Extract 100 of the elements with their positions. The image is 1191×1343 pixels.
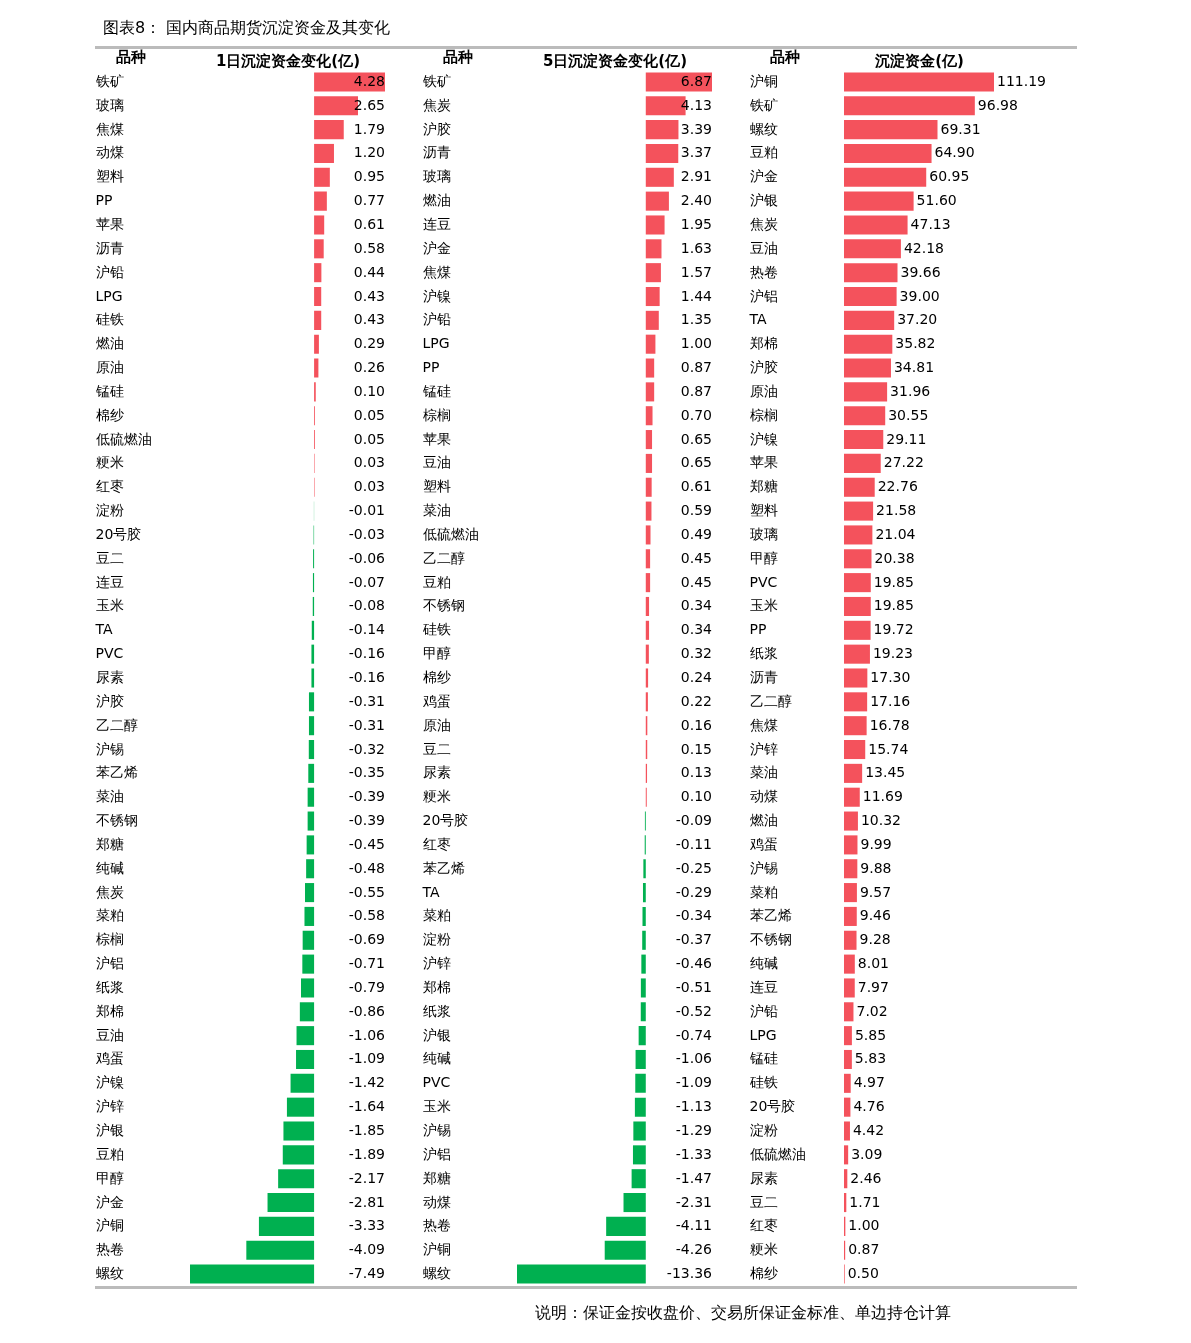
y-tick-label: 棉纱 (422, 669, 451, 685)
bar (645, 191, 669, 211)
y-tick-label: 焦煤 (422, 263, 451, 280)
y-tick-label: 菜粕 (749, 883, 778, 900)
data-label: -0.29 (675, 883, 712, 900)
data-label: 0.10 (680, 788, 712, 805)
data-label: 1.00 (848, 1217, 880, 1234)
data-label: 51.60 (916, 192, 957, 209)
y-tick-label: 不锈钢 (95, 812, 138, 829)
bar (645, 382, 655, 402)
data-label: 0.45 (680, 573, 712, 590)
bar (844, 501, 874, 521)
data-label: -1.09 (348, 1050, 385, 1067)
y-tick-label: 沪金 (749, 168, 778, 185)
data-label: 5.85 (854, 1026, 887, 1043)
y-tick-label: 豆二 (749, 1193, 778, 1210)
y-tick-label: TA (421, 883, 440, 900)
y-tick-label: LPG (95, 287, 123, 304)
y-tick-label: 甲醇 (749, 549, 778, 566)
y-tick-label: LPG (422, 335, 450, 352)
bar (645, 310, 659, 330)
data-label: -0.01 (348, 502, 385, 519)
y-tick-label: 沪锡 (749, 859, 778, 876)
y-tick-label: 玻璃 (422, 168, 451, 185)
data-label: 4.42 (852, 1122, 885, 1139)
bar (267, 1193, 315, 1213)
data-label: 0.26 (353, 359, 386, 376)
y-tick-label: 动煤 (422, 1193, 451, 1210)
y-tick-label: 塑料 (422, 478, 451, 495)
data-label: -3.33 (348, 1217, 385, 1234)
y-tick-label: 淀粉 (749, 1122, 778, 1139)
data-label: 0.87 (680, 382, 712, 399)
y-axis-title: 品种 (769, 47, 800, 66)
bar (645, 334, 656, 354)
data-label: 1.44 (680, 287, 713, 304)
y-tick-label: 硅铁 (421, 621, 451, 638)
y-tick-label: 淀粉 (422, 931, 451, 948)
bar (844, 215, 908, 235)
data-label: -0.09 (675, 812, 712, 829)
y-tick-label: 鸡蛋 (748, 835, 778, 852)
data-label: -0.07 (348, 573, 385, 590)
data-label: -2.81 (348, 1193, 385, 1210)
y-tick-label: 低硫燃油 (749, 1145, 806, 1162)
y-tick-label: 低硫燃油 (422, 525, 479, 542)
bar (844, 72, 994, 92)
data-label: 16.78 (869, 716, 910, 733)
bar (314, 143, 334, 163)
data-label: 0.50 (847, 1265, 879, 1282)
y-tick-label: 玉米 (95, 597, 124, 614)
data-label: 0.77 (353, 192, 385, 209)
data-label: -1.06 (348, 1026, 386, 1043)
bar (306, 859, 315, 879)
bar (306, 835, 315, 855)
data-label: 11.69 (862, 788, 903, 805)
y-tick-label: 郑棉 (749, 335, 778, 352)
data-label: 2.40 (680, 192, 712, 209)
y-tick-label: 螺纹 (749, 120, 778, 137)
data-label: 64.90 (934, 144, 975, 161)
y-tick-label: 郑糖 (95, 835, 124, 852)
text: 说明：保证金按收盘价、交易所保证金标准、单边持仓计算 (535, 1303, 951, 1324)
bar (844, 930, 857, 950)
y-tick-label: 铁矿 (94, 72, 124, 89)
data-label: -1.29 (675, 1122, 712, 1139)
y-tick-label: 纯碱 (95, 859, 124, 876)
y-tick-label: 郑棉 (422, 978, 451, 995)
bar (283, 1121, 315, 1141)
bar (844, 334, 893, 354)
bar (844, 167, 927, 187)
bar (311, 668, 315, 688)
data-label: 31.96 (890, 382, 931, 399)
data-label: -0.31 (348, 716, 385, 733)
y-tick-label: TA (748, 311, 767, 328)
data-label: -0.11 (675, 835, 712, 852)
y-tick-label: 沪胶 (422, 120, 451, 137)
bar (645, 549, 651, 569)
bar (645, 167, 674, 187)
y-tick-label: 菜粕 (95, 907, 124, 924)
data-label: 0.87 (848, 1241, 880, 1258)
y-tick-label: 硅铁 (748, 1074, 778, 1091)
data-label: 19.85 (873, 573, 914, 590)
data-label: 60.95 (929, 168, 970, 185)
bar (844, 739, 866, 760)
y-tick-label: 铁矿 (421, 72, 451, 89)
chart-title: 图表8： 国内商品期货沉淀资金及其变化 (103, 18, 391, 39)
data-label: 1.20 (353, 144, 385, 161)
y-tick-label: 焦煤 (95, 120, 124, 137)
bar (314, 215, 325, 235)
bar (844, 143, 932, 163)
y-tick-label: 鸡蛋 (421, 692, 451, 709)
y-tick-label: PP (95, 192, 113, 209)
data-label: 10.32 (860, 812, 902, 829)
bar (844, 1002, 854, 1022)
data-label: -0.55 (348, 883, 385, 900)
y-tick-label: 热卷 (749, 263, 778, 280)
data-label: -0.16 (348, 645, 386, 662)
y-tick-label: 甲醇 (422, 645, 451, 662)
data-label: 15.74 (868, 740, 909, 757)
data-label: -0.79 (348, 978, 385, 995)
data-label: 17.16 (870, 692, 911, 709)
data-label: -13.36 (666, 1265, 713, 1282)
